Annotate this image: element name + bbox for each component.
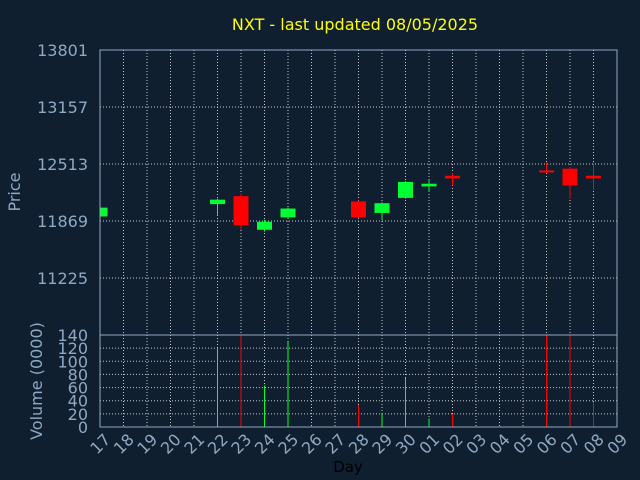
candle-body: [351, 201, 366, 218]
candle-body: [210, 199, 225, 205]
candle-body: [257, 221, 272, 230]
grid-layer: [100, 50, 617, 427]
price-tick-label: 12513: [37, 155, 88, 174]
candle-body: [421, 183, 437, 187]
volume-tick-label: 120: [57, 339, 88, 358]
candle-body: [562, 168, 578, 186]
volume-tick-label: 80: [68, 365, 88, 384]
price-tick-label: 13157: [37, 98, 88, 117]
chart-title: NXT - last updated 08/05/2025: [232, 15, 478, 34]
candle-body: [100, 207, 108, 217]
candle-body: [374, 203, 390, 213]
price-tick-label: 11225: [37, 269, 88, 288]
price-axis-label: Price: [5, 172, 24, 211]
candle-body: [539, 170, 554, 173]
x-tick-label: 09: [603, 430, 631, 458]
volume-tick-label: 100: [57, 352, 88, 371]
candle-body: [445, 175, 460, 179]
volume-tick-label: 140: [57, 326, 88, 345]
volume-tick-label: 40: [68, 392, 88, 411]
marks-layer: [99, 162, 601, 427]
price-tick-label: 11869: [37, 212, 88, 231]
volume-tick-label: 20: [68, 405, 88, 424]
candle-body: [398, 181, 413, 198]
volume-panel-frame: [99, 334, 618, 428]
candle-body: [586, 175, 601, 179]
x-axis-label: Day: [333, 458, 363, 476]
volume-axis-label: Volume (0000): [27, 322, 46, 440]
price-tick-label: 13801: [37, 41, 88, 60]
volume-tick-label: 60: [68, 379, 88, 398]
frame-layer: [99, 49, 618, 428]
tick-labels-layer: 11225 11869 12513 13157 13801 020406080100120…: [37, 41, 631, 458]
volume-tick-label: 0: [78, 418, 88, 437]
candle-body: [233, 196, 249, 226]
candle-body: [280, 208, 296, 218]
